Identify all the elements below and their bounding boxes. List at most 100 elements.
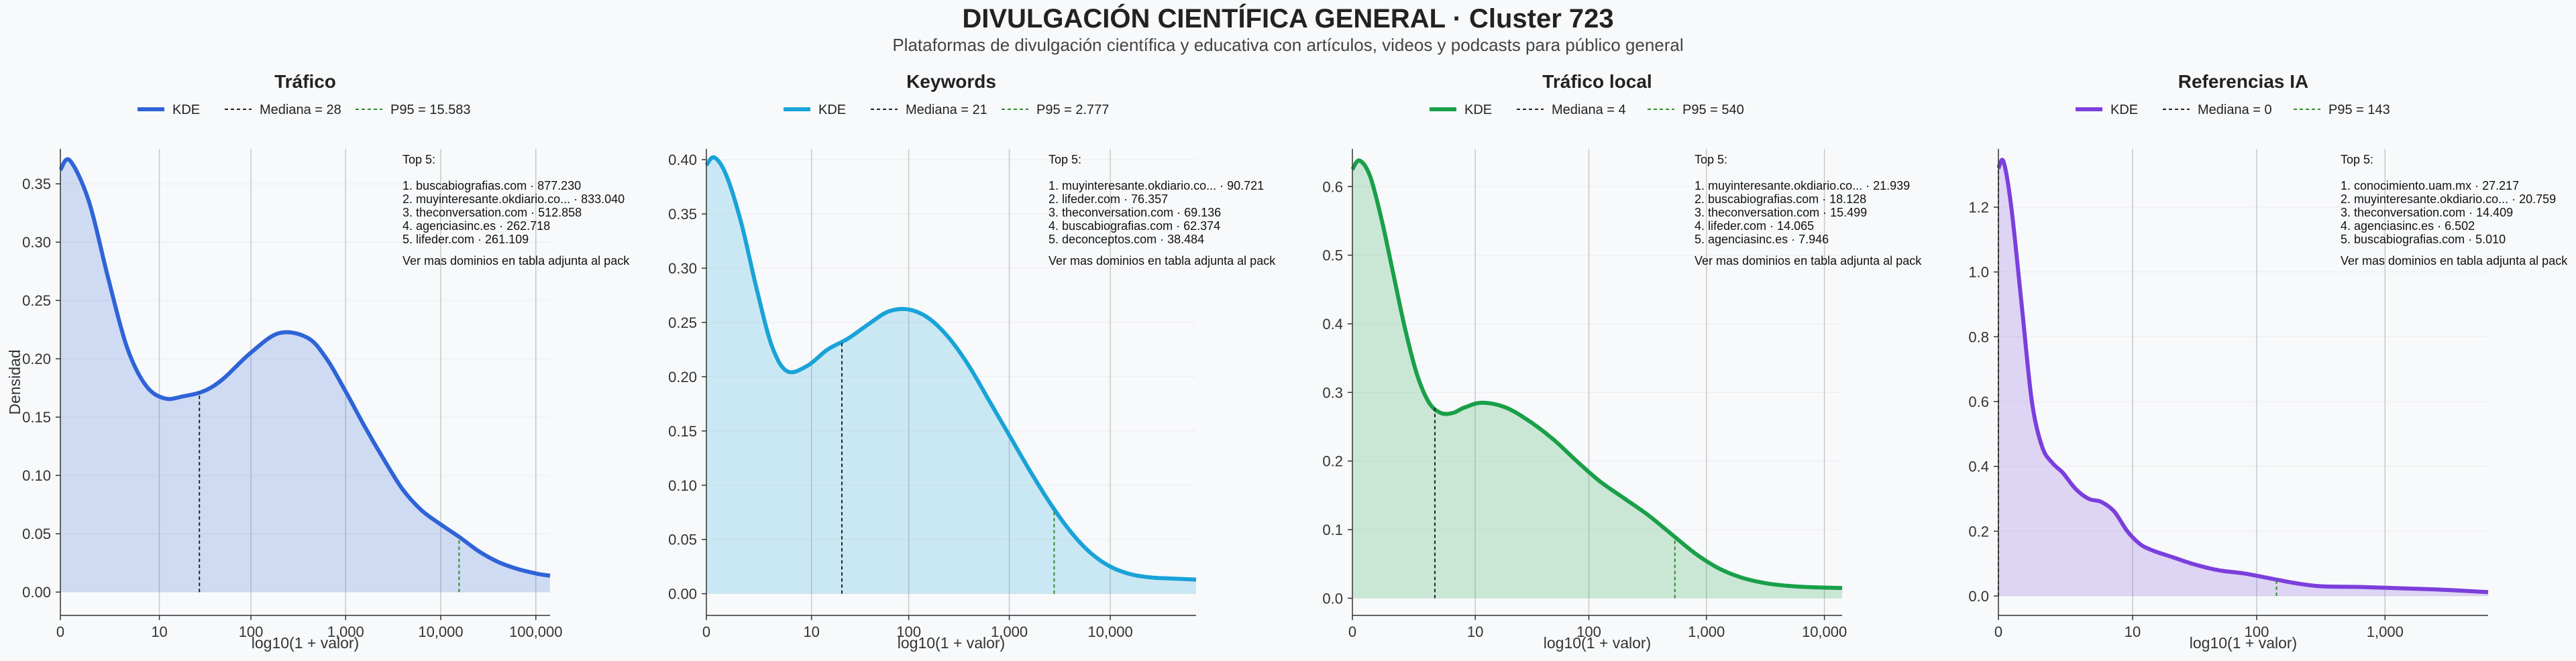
y-tick-label: 0.2 xyxy=(1322,453,1343,470)
top5-item: 1. conocimiento.uam.mx · 27.217 xyxy=(2341,179,2519,192)
y-tick-label: 0.05 xyxy=(22,526,51,542)
y-tick-label: 0.15 xyxy=(668,423,697,440)
page-subtitle: Plataformas de divulgación científica y … xyxy=(892,35,1684,55)
kde-line xyxy=(1996,158,2489,595)
chart-panel-4: Referencias IA KDE Mediana = 0 P95 = 143 0.0… xyxy=(1968,71,2568,652)
chart-legend: KDE Mediana = 4 P95 = 540 xyxy=(1430,103,1744,117)
kde-line xyxy=(1350,158,1843,591)
chart-title: Keywords xyxy=(906,71,996,92)
x-tick-label: 0 xyxy=(1348,623,1356,640)
x-tick-label: 10 xyxy=(2125,623,2141,640)
top5-item: 1. muyinteresante.okdiario.co... · 90.72… xyxy=(1049,179,1264,192)
y-tick-label: 1.0 xyxy=(1968,264,1989,281)
y-axis-label: Densidad xyxy=(6,349,23,414)
top5-title: Top 5: xyxy=(1695,153,1727,166)
x-tick-label: 100 xyxy=(896,623,921,640)
y-tick-label: 0.4 xyxy=(1968,459,1989,475)
top5-item: 3. theconversation.com · 512.858 xyxy=(402,206,582,219)
x-tick-label: 1,000 xyxy=(327,623,364,640)
chart-title: Tráfico xyxy=(274,71,336,92)
y-tick-label: 0.10 xyxy=(668,477,697,494)
y-tick-label: 0.00 xyxy=(668,586,697,603)
y-tick-label: 0.1 xyxy=(1322,522,1343,538)
top5-annotation: Top 5: 1. muyinteresante.okdiario.co... ·… xyxy=(1695,153,1922,267)
x-tick-label: 1,000 xyxy=(1688,623,1725,640)
legend-p95-label: P95 = 540 xyxy=(1682,103,1744,117)
top5-item: 3. theconversation.com · 69.136 xyxy=(1049,206,1221,219)
x-axis-label: log10(1 + valor) xyxy=(1544,634,1651,652)
legend-kde-label: KDE xyxy=(2110,103,2138,117)
legend-p95-label: P95 = 15.583 xyxy=(390,103,471,117)
y-tick-label: 0.2 xyxy=(1968,523,1989,540)
kde-area xyxy=(1352,160,1842,599)
kde-area xyxy=(1998,160,2488,596)
x-tick-label: 10 xyxy=(1467,623,1483,640)
top5-footer: Ver mas dominios en tabla adjunta al pac… xyxy=(1049,254,1276,267)
top5-item: 4. lifeder.com · 14.065 xyxy=(1695,219,1814,233)
y-tick-label: 0.10 xyxy=(22,467,51,484)
top5-title: Top 5: xyxy=(402,153,435,166)
chart-legend: KDE Mediana = 28 P95 = 15.583 xyxy=(138,103,471,117)
top5-footer: Ver mas dominios en tabla adjunta al pac… xyxy=(1695,254,1922,267)
y-tick-label: 0.25 xyxy=(22,292,51,309)
y-tick-label: 0.0 xyxy=(1322,590,1343,607)
x-axis-label: log10(1 + valor) xyxy=(252,634,359,652)
y-tick-label: 0.0 xyxy=(1968,588,1989,605)
kde-line xyxy=(58,157,551,578)
top5-item: 1. buscabiografias.com · 877.230 xyxy=(402,179,581,192)
x-tick-label: 100 xyxy=(1576,623,1601,640)
kde-area xyxy=(706,157,1196,594)
top5-title: Top 5: xyxy=(2341,153,2373,166)
x-tick-label: 1,000 xyxy=(2367,623,2404,640)
y-tick-label: 0.00 xyxy=(22,584,51,601)
top5-item: 4. buscabiografias.com · 62.374 xyxy=(1049,219,1220,233)
chart-panel-1: Tráfico KDE Mediana = 28 P95 = 15.583 0.00 0.… xyxy=(6,71,630,652)
top5-item: 4. agenciasinc.es · 262.718 xyxy=(402,219,550,233)
x-tick-label: 0 xyxy=(702,623,710,640)
top5-item: 5. deconceptos.com · 38.484 xyxy=(1049,233,1204,246)
chart-panel-3: Tráfico local KDE Mediana = 4 P95 = 540 0.0 0… xyxy=(1322,71,1922,652)
top5-item: 2. muyinteresante.okdiario.co... · 20.75… xyxy=(2341,192,2556,206)
top5-item: 5. lifeder.com · 261.109 xyxy=(402,233,529,246)
legend-p95-label: P95 = 143 xyxy=(2328,103,2390,117)
x-tick-label: 10,000 xyxy=(1087,623,1132,640)
y-tick-label: 0.8 xyxy=(1968,328,1989,345)
top5-item: 4. agenciasinc.es · 6.502 xyxy=(2341,219,2475,233)
y-tick-label: 0.40 xyxy=(668,152,697,168)
top5-item: 3. theconversation.com · 14.409 xyxy=(2341,206,2513,219)
top5-footer: Ver mas dominios en tabla adjunta al pac… xyxy=(2341,254,2568,267)
top5-title: Top 5: xyxy=(1049,153,1081,166)
kde-line xyxy=(704,155,1197,582)
chart-legend: KDE Mediana = 21 P95 = 2.777 xyxy=(784,103,1109,117)
top5-item: 1. muyinteresante.okdiario.co... · 21.93… xyxy=(1695,179,1910,192)
y-tick-label: 0.25 xyxy=(668,314,697,331)
top5-annotation: Top 5: 1. muyinteresante.okdiario.co... ·… xyxy=(1049,153,1276,267)
top5-item: 5. buscabiografias.com · 5.010 xyxy=(2341,233,2506,246)
legend-median-label: Mediana = 28 xyxy=(260,103,341,117)
y-tick-label: 0.3 xyxy=(1322,384,1343,401)
legend-p95-label: P95 = 2.777 xyxy=(1036,103,1109,117)
top5-item: 5. agenciasinc.es · 7.946 xyxy=(1695,233,1829,246)
y-tick-label: 0.6 xyxy=(1968,394,1989,410)
chart-title: Tráfico local xyxy=(1542,71,1652,92)
kde-area xyxy=(60,159,550,593)
top5-annotation: Top 5: 1. buscabiografias.com · 877.2302.… xyxy=(402,153,630,267)
x-tick-label: 100 xyxy=(2245,623,2269,640)
y-tick-label: 0.6 xyxy=(1322,178,1343,195)
legend-kde-label: KDE xyxy=(818,103,846,117)
y-tick-label: 0.5 xyxy=(1322,247,1343,264)
top5-footer: Ver mas dominios en tabla adjunta al pac… xyxy=(402,254,630,267)
y-tick-label: 0.4 xyxy=(1322,316,1343,333)
top5-item: 3. theconversation.com · 15.499 xyxy=(1695,206,1867,219)
x-tick-label: 10,000 xyxy=(1802,623,1847,640)
y-tick-label: 0.20 xyxy=(668,369,697,385)
legend-median-label: Mediana = 21 xyxy=(906,103,987,117)
x-tick-label: 10 xyxy=(803,623,819,640)
y-tick-label: 0.30 xyxy=(668,260,697,277)
legend-kde-label: KDE xyxy=(1464,103,1492,117)
x-tick-label: 100,000 xyxy=(509,623,563,640)
y-tick-label: 0.35 xyxy=(668,206,697,223)
y-tick-label: 0.15 xyxy=(22,409,51,426)
y-tick-label: 0.35 xyxy=(22,176,51,192)
